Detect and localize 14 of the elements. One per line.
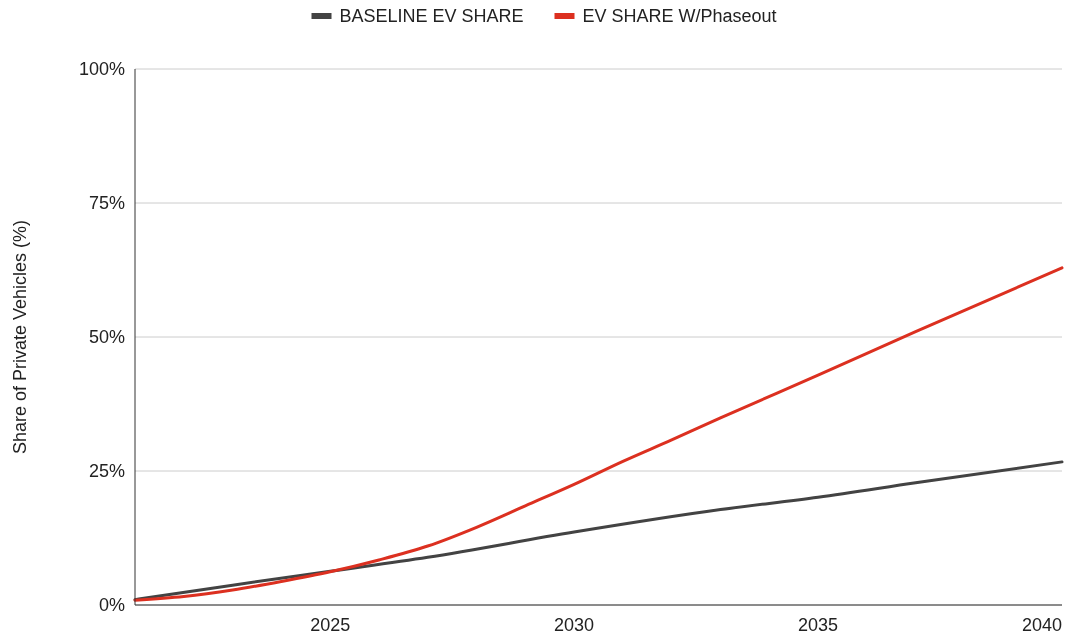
y-tick-label: 75% [88,193,125,214]
x-tick-label: 2035 [798,615,839,635]
line-series [133,460,1064,602]
legend-label: BASELINE EV SHARE [339,6,524,26]
y-tick-label: 50% [88,327,125,348]
legend-label: EV SHARE W/Phaseout [582,6,777,26]
y-tick-label: 0% [98,595,125,616]
y-axis-title: Share of Private Vehicles (%) [10,219,30,455]
x-tick-label: 2030 [554,615,595,635]
y-tick-label: 25% [88,461,125,482]
line-series [133,266,1064,602]
x-tick-label: 2040 [1021,615,1062,635]
x-tick-label: 2025 [310,615,351,635]
y-tick-label: 100% [78,59,125,80]
